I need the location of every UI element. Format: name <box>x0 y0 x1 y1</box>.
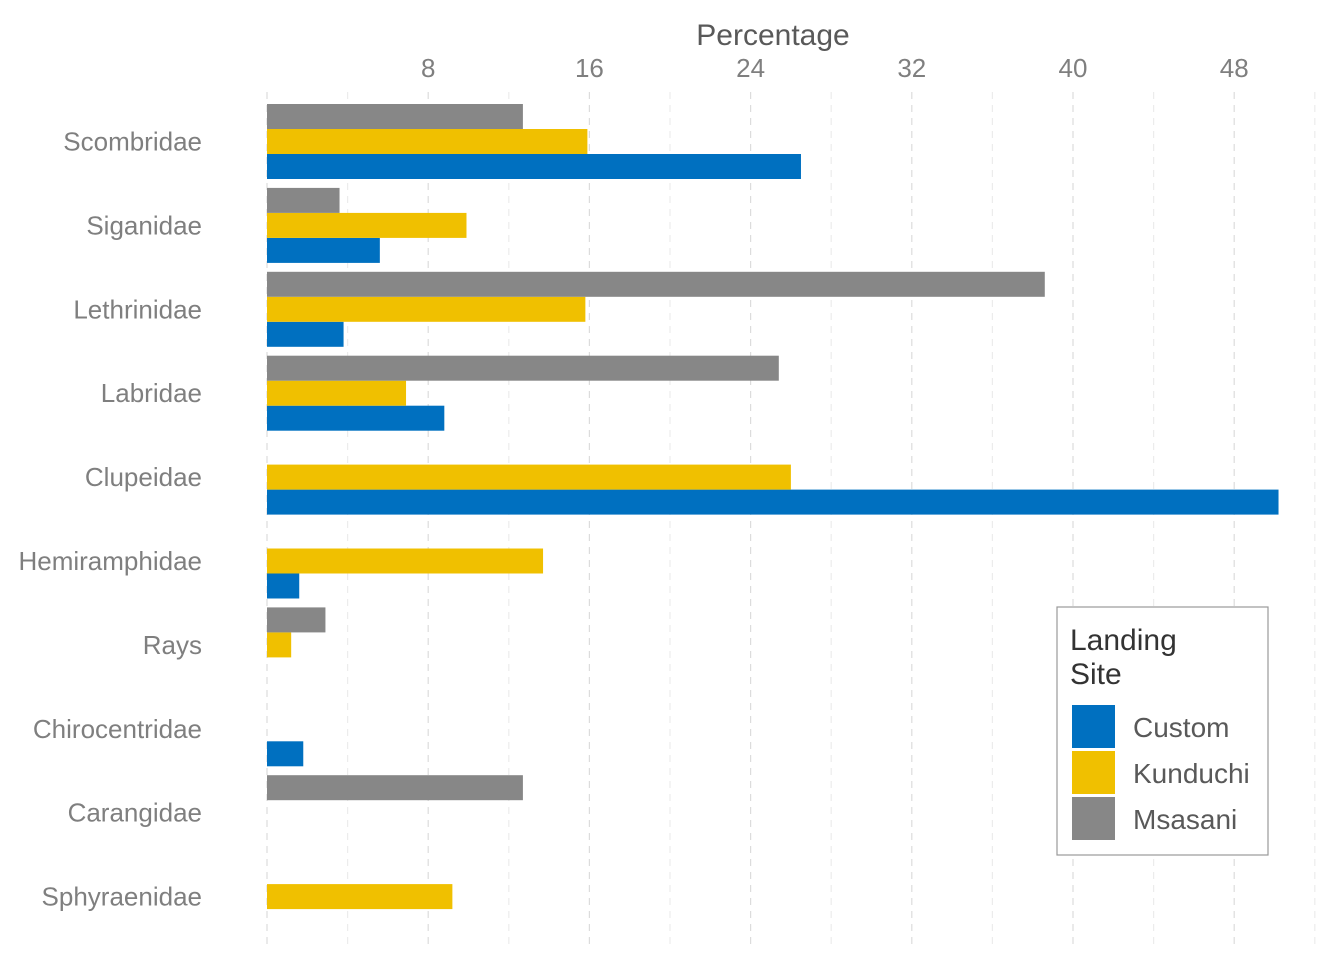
bar-custom-hemiramphidae <box>267 573 300 599</box>
legend-title-line-2: Site <box>1070 658 1122 691</box>
bar-kunduchi-sphyraenidae <box>267 884 453 910</box>
x-tick-label: 48 <box>1220 53 1249 83</box>
category-labels: Scombridae Siganidae Lethrinidae Labridae Cl… <box>18 127 202 912</box>
bar-kunduchi-scombridae <box>267 129 588 154</box>
bar-msasani-scombridae <box>267 104 523 129</box>
bar-custom-clupeidae <box>267 489 1279 515</box>
legend-label-custom: Custom <box>1133 712 1229 743</box>
bar-custom-scombridae <box>267 154 801 179</box>
legend-title-line-1: Landing <box>1070 624 1177 657</box>
x-tick-labels: 8 16 24 32 40 48 <box>421 53 1249 83</box>
bar-kunduchi-siganidae <box>267 212 467 238</box>
bar-kunduchi-lethrinidae <box>267 296 586 322</box>
bar-msasani-rays <box>267 607 326 633</box>
category-label: Chirocentridae <box>33 714 202 744</box>
legend-title: Landing Site <box>1070 624 1185 691</box>
category-label: Clupeidae <box>85 462 202 492</box>
legend-swatch-msasani <box>1072 797 1115 840</box>
legend-swatch-custom <box>1072 705 1115 748</box>
category-label: Siganidae <box>86 210 202 240</box>
bar-kunduchi-clupeidae <box>267 464 791 490</box>
category-label: Lethrinidae <box>73 294 202 324</box>
bar-kunduchi-labridae <box>267 380 407 406</box>
category-label: Carangidae <box>68 798 202 828</box>
legend: Landing Site Custom Kunduchi Msasani <box>1056 606 1269 856</box>
x-tick-label: 24 <box>736 53 765 83</box>
bar-kunduchi-hemiramphidae <box>267 548 544 574</box>
x-tick-label: 16 <box>575 53 604 83</box>
bar-msasani-siganidae <box>267 187 340 213</box>
x-tick-label: 32 <box>897 53 926 83</box>
x-axis-title: Percentage <box>696 19 849 52</box>
bar-msasani-labridae <box>267 355 779 381</box>
bar-custom-labridae <box>267 405 445 431</box>
legend-swatch-kunduchi <box>1072 751 1115 794</box>
bar-msasani-lethrinidae <box>267 271 1045 297</box>
category-label: Labridae <box>101 378 202 408</box>
bar-custom-chirocentridae <box>267 741 304 767</box>
legend-label-msasani: Msasani <box>1133 804 1237 835</box>
bars <box>267 104 1279 910</box>
legend-items: Custom Kunduchi Msasani <box>1072 705 1250 840</box>
category-label: Scombridae <box>63 127 202 157</box>
bar-msasani-carangidae <box>267 775 523 801</box>
category-label: Sphyraenidae <box>42 882 202 912</box>
legend-label-kunduchi: Kunduchi <box>1133 758 1250 789</box>
x-tick-label: 40 <box>1059 53 1088 83</box>
bar-custom-lethrinidae <box>267 321 344 347</box>
x-tick-label: 8 <box>421 53 435 83</box>
bar-kunduchi-rays <box>267 632 292 658</box>
bar-custom-siganidae <box>267 237 380 263</box>
category-label: Hemiramphidae <box>18 546 202 576</box>
category-label: Rays <box>143 630 202 660</box>
